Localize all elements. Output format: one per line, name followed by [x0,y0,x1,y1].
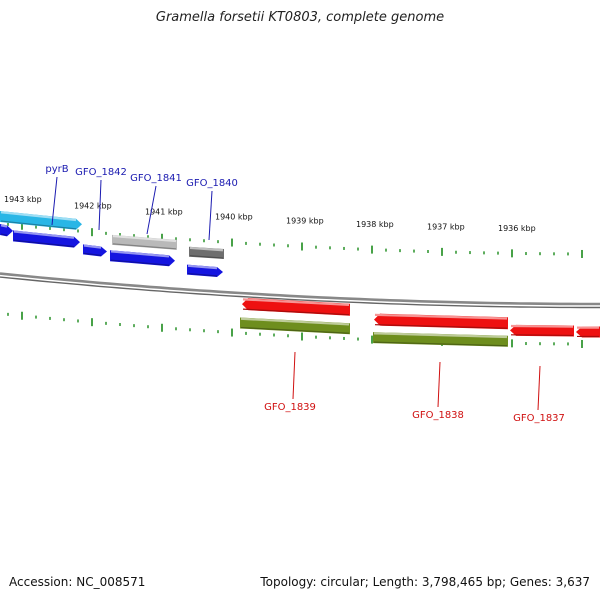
cds-next-body [576,326,600,338]
reverse-gene-label: GFO_1838 [412,410,464,421]
genome-stats-text: Topology: circular; Length: 3,798,465 bp… [260,575,590,589]
kbp-label: 1937 kbp [427,223,465,232]
accession-text: Accession: NC_008571 [9,575,146,589]
cds-GFO_1839-highlight [242,298,350,307]
cds-GFO_1838-shadow [374,324,508,329]
rna-gene-pyrB [0,211,82,230]
gene-GFO_1839-body [240,317,350,335]
kbp-label: 1938 kbp [356,220,394,229]
forward-label-leader [98,179,102,231]
gene-GFO_1841-highlight [112,234,177,243]
kbp-label: 1936 kbp [498,224,536,233]
cds-next [576,326,600,338]
kbp-label: 1939 kbp [286,217,324,226]
cds-partial-body [0,224,13,237]
cds-GFO_1838 [374,313,508,330]
genome-backbone [0,272,600,309]
gene-features [0,211,600,347]
cds-GFO_1841-highlight [110,250,170,258]
gene-GFO_1839-highlight [240,317,350,326]
gene-GFO_1838-highlight [373,332,508,339]
gene-GFO_1839-shadow [240,326,350,334]
cds-partial-shadow [0,233,8,236]
backbone-line-outer [0,272,600,306]
cds-GFO_1837-highlight [510,324,574,328]
gene-GFO_1838 [373,332,508,347]
cds-GFO_1839-shadow [242,308,350,316]
reverse-gene-label: GFO_1837 [513,413,565,424]
cds-pyrB [13,230,80,248]
cds-GFO_1841-shadow [110,259,170,266]
reverse-gene-label: GFO_1839 [264,402,316,413]
forward-label-leader [146,185,157,235]
cds-partial [0,224,13,237]
gene-GFO_1841-body [112,234,177,250]
cds-GFO_1841-body [110,250,175,267]
cds-GFO_1842-highlight [83,244,102,249]
forward-label-leader [51,176,58,226]
kbp-label: 1940 kbp [215,213,253,222]
cds-GFO_1841 [110,250,175,267]
cds-GFO_1837-body [510,324,574,337]
kbp-label: 1943 kbp [4,195,42,204]
rna-gene-pyrB-highlight [0,211,77,222]
reverse-label-leader [537,365,541,411]
rna-gene-pyrB-body [0,211,82,230]
cds-partial-highlight [0,224,8,228]
gene-GFO_1841 [112,234,177,250]
gene-GFO_1840-shadow [189,255,224,259]
forward-label-leader [208,190,213,241]
gene-GFO_1841-shadow [112,243,177,250]
kbp-label: 1942 kbp [74,202,112,211]
cds-GFO_1837 [510,324,574,337]
rna-gene-pyrB-shadow [0,220,77,230]
gene-GFO_1838-shadow [373,341,508,347]
cds-GFO_1839 [242,298,350,316]
forward-gene-label: GFO_1841 [130,173,182,184]
gene-GFO_1839 [240,317,350,335]
gene-GFO_1840 [189,246,224,260]
cds-pyrB-shadow [13,239,75,248]
cds-GFO_1842-shadow [83,252,102,257]
forward-gene-label: GFO_1840 [186,178,238,189]
cds-GFO_1840-highlight [187,264,218,270]
cds-pyrB-body [13,230,80,248]
gene-GFO_1840-highlight [189,246,224,252]
cds-GFO_1842 [83,244,107,257]
backbone-line-inner [0,276,600,309]
reverse-label-leader [437,361,441,408]
forward-gene-label: pyrB [45,164,68,175]
map-title: Gramella forsetii KT0803, complete genom… [155,10,445,25]
forward-gene-label: GFO_1842 [75,167,127,178]
cds-GFO_1838-highlight [374,313,508,320]
cds-GFO_1837-shadow [510,334,574,337]
reverse-label-leader [292,351,296,400]
kbp-labels: 1943 kbp 1942 kbp 1941 kbp 1940 kbp 1939 kbp… [4,195,536,233]
cds-GFO_1840 [187,264,223,277]
kbp-label: 1941 kbp [145,208,183,217]
cds-GFO_1840-shadow [187,272,218,277]
cds-pyrB-highlight [13,230,75,239]
